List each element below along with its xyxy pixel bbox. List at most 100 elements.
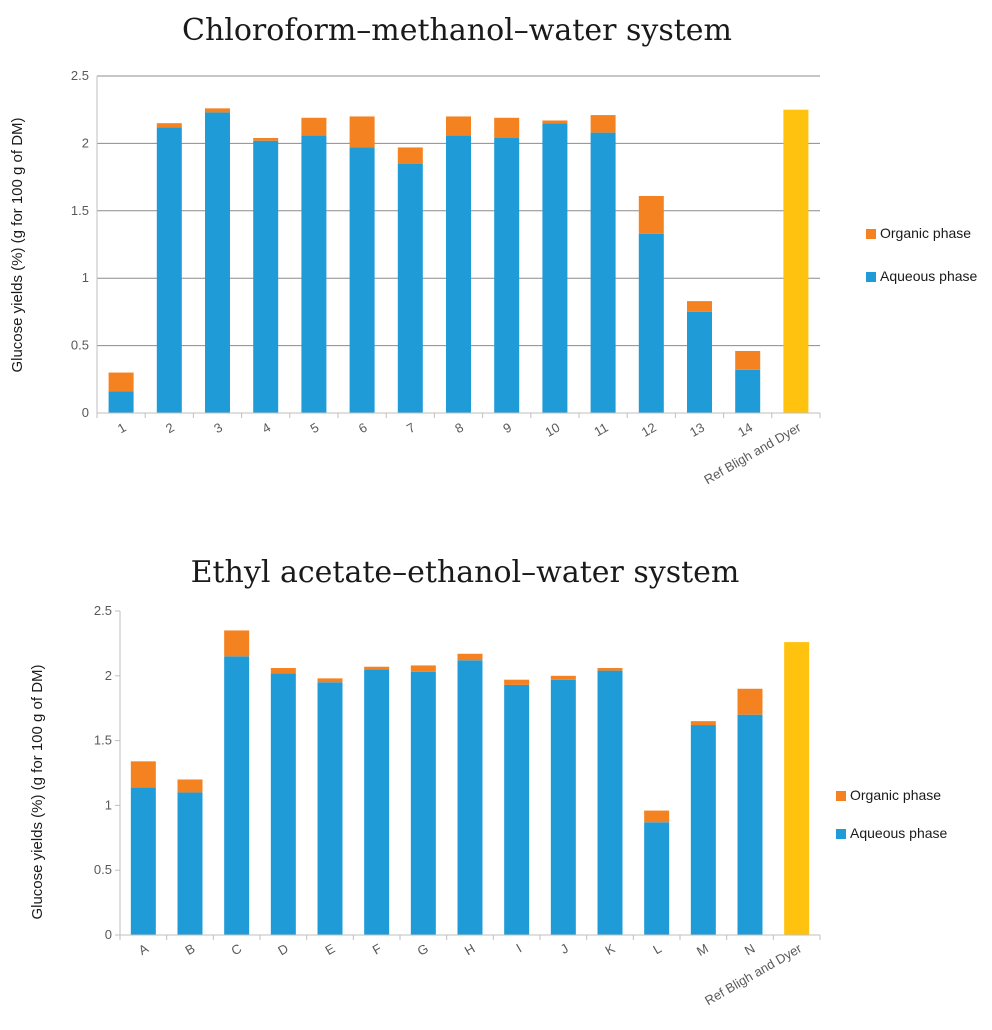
y-tick-label: 2.5 [71, 68, 89, 83]
bar-organic-9 [494, 117, 520, 139]
x-tick-label: 9 [500, 420, 514, 437]
y-tick-label: 2 [82, 135, 89, 150]
legend-label-aqueous: Aqueous phase [880, 268, 978, 284]
bar-aqueous-14 [735, 369, 761, 413]
bar-organic-6 [349, 116, 375, 148]
bar-organic-7 [397, 147, 423, 164]
bar-organic-1 [108, 372, 134, 392]
bar-aqueous-5 [301, 135, 327, 413]
bar-reference-15 [784, 642, 810, 935]
bar-aqueous-6 [364, 669, 390, 935]
bar-organic-5 [317, 678, 343, 683]
bar-aqueous-6 [349, 147, 375, 413]
bar-aqueous-2 [177, 792, 203, 935]
x-tick-label: 13 [687, 420, 707, 440]
bar-organic-8 [457, 653, 483, 661]
x-tick-label: 11 [591, 420, 610, 440]
legend-label-aqueous: Aqueous phase [850, 825, 948, 841]
legend-swatch-organic [866, 229, 876, 239]
bar-organic-3 [224, 630, 250, 657]
bar-aqueous-8 [457, 660, 483, 935]
y-tick-label: 2 [105, 668, 112, 683]
bar-organic-6 [364, 666, 390, 670]
bars [130, 630, 810, 935]
bar-organic-9 [504, 679, 530, 685]
y-tick-label: 1 [82, 270, 89, 285]
x-tick-label: A [136, 940, 151, 957]
x-tick-label: B [182, 941, 197, 958]
y-tick-label: 1.5 [94, 733, 112, 748]
bar-organic-2 [177, 779, 203, 793]
bar-organic-13 [687, 301, 712, 312]
legend-swatch-organic [836, 791, 846, 801]
chart-title: Chloroform–methanol–water system [182, 13, 732, 48]
x-tick-label: 3 [211, 420, 225, 437]
bar-organic-14 [735, 350, 761, 370]
bar-aqueous-4 [253, 140, 279, 414]
bar-aqueous-12 [644, 822, 670, 935]
bar-aqueous-13 [690, 725, 716, 935]
bar-organic-8 [446, 116, 471, 136]
y-tick-label: 0 [105, 927, 112, 942]
x-tick-label: J [558, 941, 571, 957]
bar-aqueous-10 [542, 123, 568, 414]
bar-organic-3 [205, 108, 230, 113]
legend: Organic phase Aqueous phase [866, 225, 978, 284]
x-tick-label: 8 [452, 420, 466, 437]
bar-aqueous-4 [270, 673, 296, 935]
x-tick-label: F [370, 941, 384, 958]
bar-aqueous-11 [597, 670, 623, 935]
y-tick-label: 0.5 [94, 862, 112, 877]
bar-organic-7 [410, 665, 436, 672]
bars [108, 108, 809, 414]
chart-chloroform-methanol-water: Chloroform–methanol–water system Glucose… [9, 13, 978, 487]
bar-aqueous-8 [446, 135, 471, 413]
bar-aqueous-14 [737, 714, 763, 935]
bar-aqueous-12 [638, 233, 664, 413]
x-tick-label: N [742, 941, 758, 959]
legend-label-organic: Organic phase [880, 225, 971, 241]
x-tick-label: E [322, 940, 337, 957]
bar-aqueous-3 [205, 112, 230, 414]
bar-aqueous-1 [130, 787, 156, 935]
legend-swatch-aqueous [836, 829, 846, 839]
x-tick-label: I [514, 941, 525, 956]
y-axis-label: Glucose yields (%) (g for 100 g of DM) [9, 117, 26, 372]
bar-aqueous-2 [156, 127, 182, 413]
bar-aqueous-9 [504, 684, 530, 935]
legend: Organic phase Aqueous phase [836, 787, 948, 841]
x-tick-label: C [229, 941, 245, 959]
x-tick-label: M [694, 941, 711, 959]
x-tick-label: 5 [308, 420, 322, 437]
x-tick-label: 1 [115, 420, 129, 437]
y-tick-label: 2.5 [94, 603, 112, 618]
bar-aqueous-7 [397, 163, 423, 413]
x-tick-label: K [602, 940, 617, 957]
legend-label-organic: Organic phase [850, 787, 941, 803]
y-tick-label: 1.5 [71, 203, 89, 218]
bar-reference-15 [783, 109, 809, 413]
bar-aqueous-5 [317, 682, 343, 935]
bar-aqueous-13 [687, 311, 712, 413]
bar-organic-2 [156, 123, 182, 128]
x-tick-label: L [650, 941, 664, 958]
x-tick-label: 14 [735, 420, 755, 440]
bar-organic-4 [253, 138, 279, 141]
legend-swatch-aqueous [866, 272, 876, 282]
bar-organic-5 [301, 117, 327, 136]
x-tick-label: D [275, 941, 291, 959]
y-tick-label: 0 [82, 405, 89, 420]
bar-organic-10 [550, 675, 576, 680]
bar-aqueous-7 [410, 671, 436, 935]
x-tick-label: 7 [404, 420, 418, 437]
y-tick-label: 1 [105, 797, 112, 812]
x-tick-label: G [415, 941, 431, 959]
bar-organic-1 [130, 761, 156, 788]
bar-organic-12 [638, 195, 664, 234]
y-tick-label: 0.5 [71, 338, 89, 353]
x-tick-label: H [462, 941, 478, 959]
bar-aqueous-9 [494, 138, 520, 413]
bar-organic-4 [270, 668, 296, 674]
x-tick-label: 2 [163, 420, 177, 437]
